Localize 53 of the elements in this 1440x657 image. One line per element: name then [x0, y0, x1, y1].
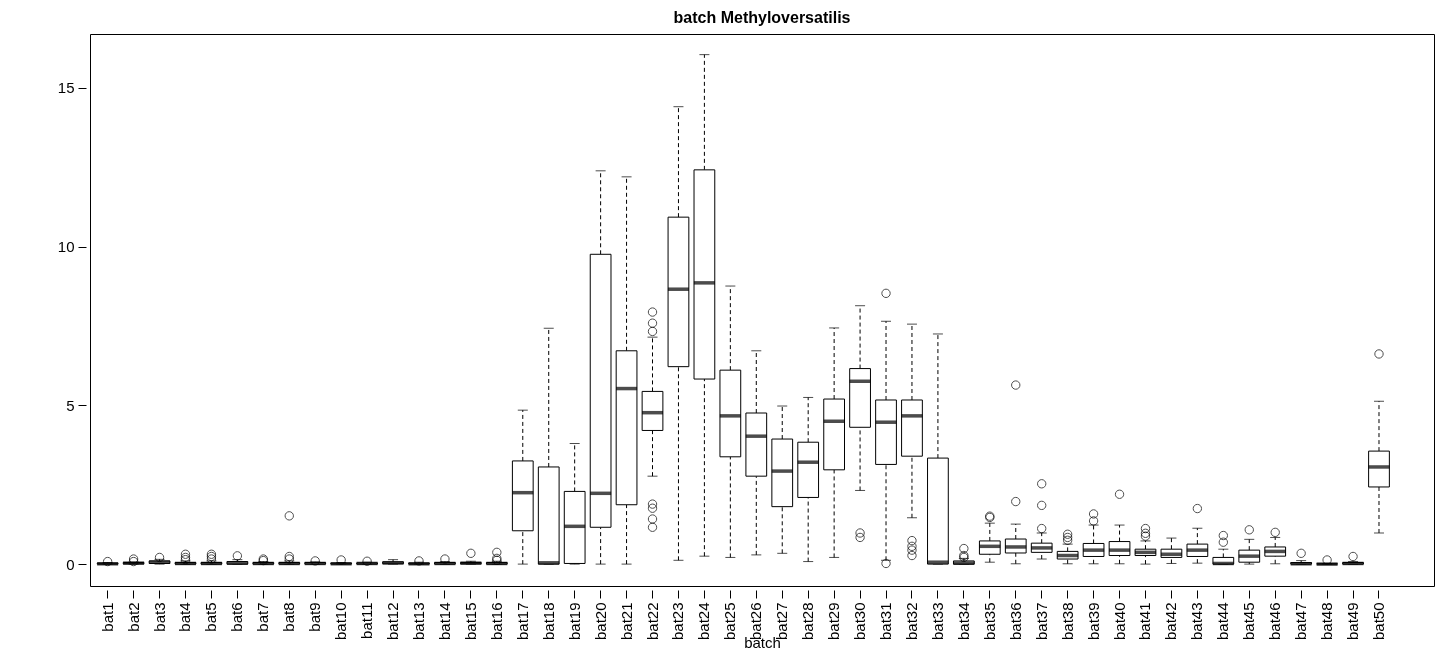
x-tick-label: bat30 — [851, 602, 869, 641]
x-tick-label: bat6 — [228, 602, 246, 632]
x-tick-label: bat38 — [1058, 602, 1076, 641]
x-tick-label: bat33 — [928, 602, 946, 641]
y-tick-label: 10 — [57, 238, 75, 256]
x-tick-label: bat29 — [825, 602, 843, 641]
x-tick-label: bat43 — [1188, 602, 1206, 641]
x-tick-label: bat15 — [461, 602, 479, 641]
x-tick-label: bat49 — [1344, 602, 1362, 641]
x-tick-label: bat16 — [487, 602, 505, 641]
x-tick-label: bat32 — [902, 602, 920, 641]
x-tick-label: bat24 — [695, 602, 713, 641]
y-tick-label: 15 — [57, 79, 75, 97]
x-tick-label: bat3 — [150, 602, 168, 632]
x-tick-label: bat10 — [332, 602, 350, 641]
y-tick-label: 0 — [66, 555, 75, 573]
x-tick-label: bat7 — [254, 602, 272, 632]
x-tick-label: bat9 — [306, 602, 324, 632]
x-tick-label: bat50 — [1369, 602, 1387, 641]
y-tick-label: 5 — [66, 396, 75, 414]
x-tick-label: bat34 — [954, 602, 972, 641]
x-tick-label: bat40 — [1110, 602, 1128, 641]
x-tick-label: bat31 — [877, 602, 895, 641]
x-tick-label: bat12 — [384, 602, 402, 641]
x-tick-label: bat37 — [1032, 602, 1050, 641]
x-tick-label: bat1 — [98, 602, 116, 632]
x-tick-label: bat19 — [565, 602, 583, 641]
x-tick-label: bat8 — [280, 602, 298, 632]
x-tick-label: bat11 — [358, 602, 376, 639]
x-tick-label: bat21 — [617, 602, 635, 641]
x-tick-label: bat23 — [669, 602, 687, 641]
x-tick-label: bat5 — [202, 602, 220, 632]
x-tick-label: bat13 — [409, 602, 427, 641]
x-tick-label: bat48 — [1318, 602, 1336, 641]
x-tick-label: bat17 — [513, 602, 531, 641]
x-tick-label: bat20 — [591, 602, 609, 641]
x-tick-label: bat39 — [1084, 602, 1102, 641]
x-tick-label: bat44 — [1214, 602, 1232, 641]
x-tick-label: bat45 — [1240, 602, 1258, 641]
x-tick-label: bat42 — [1162, 602, 1180, 641]
x-tick-label: bat36 — [1006, 602, 1024, 641]
x-tick-label: bat46 — [1266, 602, 1284, 641]
x-tick-label: bat4 — [176, 602, 194, 632]
x-tick-label: bat18 — [539, 602, 557, 641]
x-tick-label: bat41 — [1136, 602, 1154, 641]
x-tick-label: bat35 — [980, 602, 998, 641]
x-tick-label: bat25 — [721, 602, 739, 641]
x-tick-label: bat14 — [435, 602, 453, 641]
x-tick-label: bat22 — [643, 602, 661, 641]
x-tick-label: bat2 — [124, 602, 142, 632]
chart-title: batch Methyloversatilis — [673, 9, 851, 26]
x-tick-label: bat28 — [799, 602, 817, 641]
x-tick-label: bat47 — [1292, 602, 1310, 641]
